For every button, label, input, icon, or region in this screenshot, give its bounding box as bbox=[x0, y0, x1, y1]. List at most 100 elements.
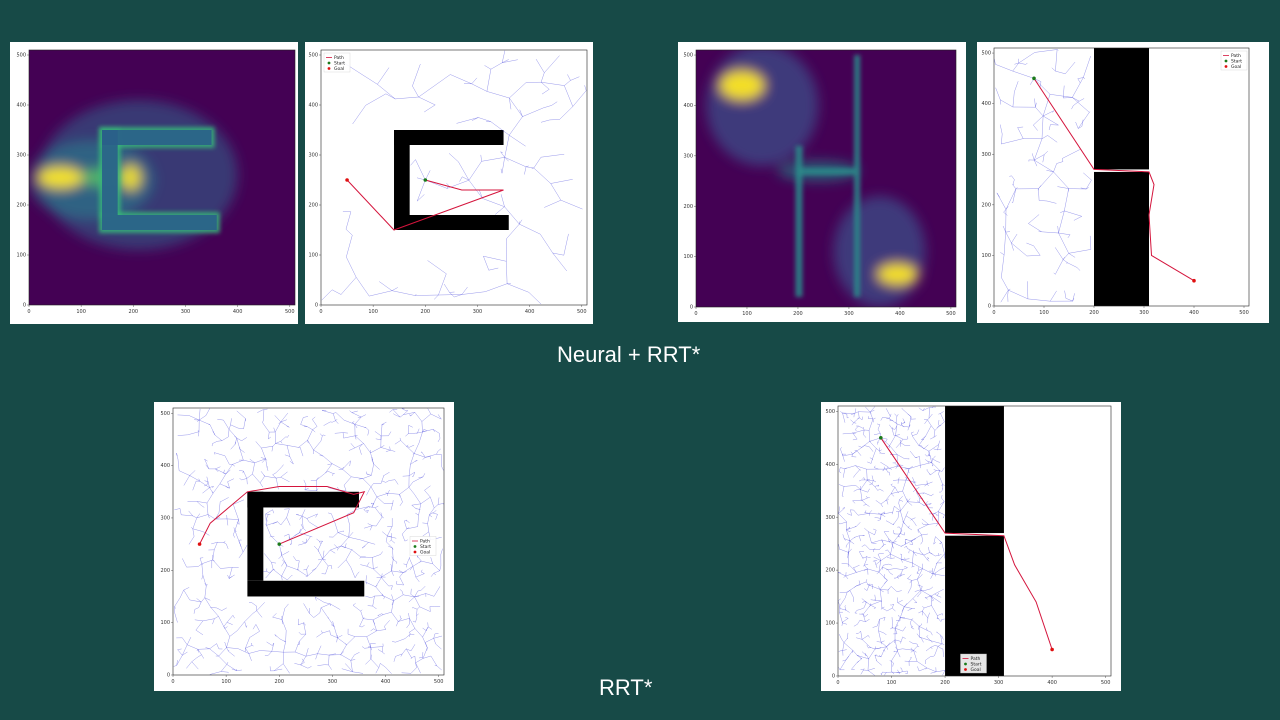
obstacle bbox=[1094, 171, 1149, 306]
legend-start-swatch bbox=[327, 61, 331, 65]
legend-label: Goal bbox=[420, 550, 430, 556]
legend-label: Path bbox=[334, 55, 344, 61]
goal-marker bbox=[1050, 647, 1054, 652]
h-neural-tree-plot: 0 100 200 300 400 500 0 100 200 300 400 500 PathStar… bbox=[981, 47, 1250, 316]
x-tick-label: 0 bbox=[171, 679, 174, 685]
tree-group bbox=[838, 406, 1054, 676]
heat-hotspot-start bbox=[718, 70, 765, 101]
x-tick-label: 400 bbox=[895, 311, 905, 317]
x-tick-label: 0 bbox=[319, 309, 322, 315]
x-tick-label: 200 bbox=[129, 309, 139, 315]
c-rrt-tree-plot: 0 100 200 300 400 500 0 100 200 300 400 500 PathStar… bbox=[160, 407, 445, 685]
y-tick-label: 200 bbox=[308, 203, 318, 209]
solution-path bbox=[880, 437, 1053, 650]
x-tick-label: 500 bbox=[946, 311, 956, 317]
y-tick-label: 500 bbox=[16, 53, 26, 59]
start-marker bbox=[277, 542, 282, 546]
heat-hotspot-right bbox=[120, 164, 142, 191]
h-heatmap-plot: 0 100 200 300 400 500 0 100 200 300 400 500 bbox=[683, 49, 957, 317]
y-tick-label: 500 bbox=[160, 411, 170, 417]
panel-h-rrt-tree: 0 100 200 300 400 500 0 100 200 300 400 500 Path Star… bbox=[821, 402, 1121, 691]
x-tick-label: 100 bbox=[742, 311, 752, 317]
heat-wall-edge bbox=[795, 145, 803, 297]
obstacle bbox=[394, 130, 410, 215]
tree-group bbox=[994, 48, 1196, 306]
legend-goal-swatch bbox=[1224, 65, 1228, 68]
x-tick-label: 500 bbox=[285, 309, 295, 315]
y-tick-label: 100 bbox=[16, 253, 26, 259]
y-tick-label: 100 bbox=[160, 620, 170, 626]
legend-label: Goal bbox=[971, 667, 981, 673]
x-tick-label: 300 bbox=[1139, 310, 1149, 316]
heat-wall-edge bbox=[854, 55, 861, 297]
tree-edges bbox=[994, 49, 1092, 303]
obstacle bbox=[1094, 48, 1149, 170]
y-tick-label: 500 bbox=[683, 53, 693, 59]
legend-start-swatch bbox=[413, 545, 417, 548]
legend-goal-swatch bbox=[964, 668, 967, 671]
y-tick-label: 300 bbox=[683, 153, 693, 159]
start-marker bbox=[1032, 76, 1036, 81]
goal-marker bbox=[1192, 278, 1196, 283]
x-tick-label: 500 bbox=[434, 679, 444, 685]
legend-label: Goal bbox=[1231, 64, 1241, 70]
x-tick-label: 400 bbox=[381, 679, 391, 685]
heat-wall-core bbox=[102, 130, 118, 215]
panel-c-heatmap: 0 100 200 300 400 500 0 100 200 300 400 500 bbox=[10, 42, 298, 324]
y-tick-label: 200 bbox=[160, 568, 170, 574]
legend-label: Start bbox=[334, 61, 345, 67]
x-tick-label: 100 bbox=[221, 679, 231, 685]
panel-h-heatmap: 0 100 200 300 400 500 0 100 200 300 400 500 bbox=[678, 42, 966, 322]
y-tick-label: 0 bbox=[315, 303, 318, 309]
heatmap-field bbox=[29, 100, 238, 250]
legend-label: Path bbox=[971, 656, 981, 662]
y-tick-label: 400 bbox=[308, 103, 318, 109]
x-tick-label: 100 bbox=[76, 309, 86, 315]
x-tick-label: 200 bbox=[793, 311, 803, 317]
tree-edges bbox=[173, 408, 444, 675]
heat-wall-core bbox=[102, 215, 217, 230]
c-heatmap-plot: 0 100 200 300 400 500 0 100 200 300 400 500 bbox=[16, 49, 296, 315]
x-tick-label: 400 bbox=[1047, 680, 1057, 686]
y-tick-label: 100 bbox=[308, 253, 318, 259]
panel-c-rrt-tree: 0 100 200 300 400 500 0 100 200 300 400 500 Path Star… bbox=[154, 402, 454, 691]
y-tick-label: 0 bbox=[832, 674, 835, 680]
x-tick-label: 200 bbox=[275, 679, 285, 685]
plot-frame bbox=[172, 407, 445, 676]
x-tick-label: 300 bbox=[328, 679, 338, 685]
y-tick-label: 300 bbox=[825, 515, 835, 521]
solution-path bbox=[199, 486, 366, 545]
obstacle bbox=[394, 215, 509, 230]
x-tick-label: 200 bbox=[1089, 310, 1099, 316]
x-tick-label: 100 bbox=[1039, 310, 1049, 316]
y-tick-label: 0 bbox=[167, 673, 170, 679]
y-tick-label: 100 bbox=[981, 253, 991, 259]
legend-label: Start bbox=[1231, 59, 1242, 65]
tree-edges bbox=[838, 406, 946, 676]
plot-frame bbox=[837, 405, 1112, 677]
x-tick-label: 500 bbox=[1101, 680, 1111, 686]
y-tick-label: 200 bbox=[16, 203, 26, 209]
y-tick-label: 200 bbox=[683, 204, 693, 210]
y-tick-label: 100 bbox=[683, 254, 693, 260]
x-tick-label: 300 bbox=[994, 680, 1004, 686]
legend-start-swatch bbox=[1224, 59, 1228, 63]
x-tick-label: 500 bbox=[1239, 310, 1249, 316]
plot-frame bbox=[320, 49, 588, 306]
x-tick-label: 300 bbox=[473, 309, 483, 315]
obstacle bbox=[247, 580, 365, 597]
obstacle bbox=[945, 535, 1004, 676]
y-tick-label: 0 bbox=[690, 305, 693, 311]
y-tick-label: 0 bbox=[23, 303, 26, 309]
heatmap-field bbox=[706, 50, 926, 307]
x-tick-label: 200 bbox=[421, 309, 431, 315]
y-tick-label: 300 bbox=[160, 516, 170, 522]
y-tick-label: 300 bbox=[308, 153, 318, 159]
y-tick-label: 0 bbox=[988, 304, 991, 310]
legend-label: Path bbox=[420, 539, 430, 545]
obstacle bbox=[247, 491, 264, 581]
y-tick-label: 500 bbox=[981, 51, 991, 57]
y-tick-label: 400 bbox=[16, 103, 26, 109]
